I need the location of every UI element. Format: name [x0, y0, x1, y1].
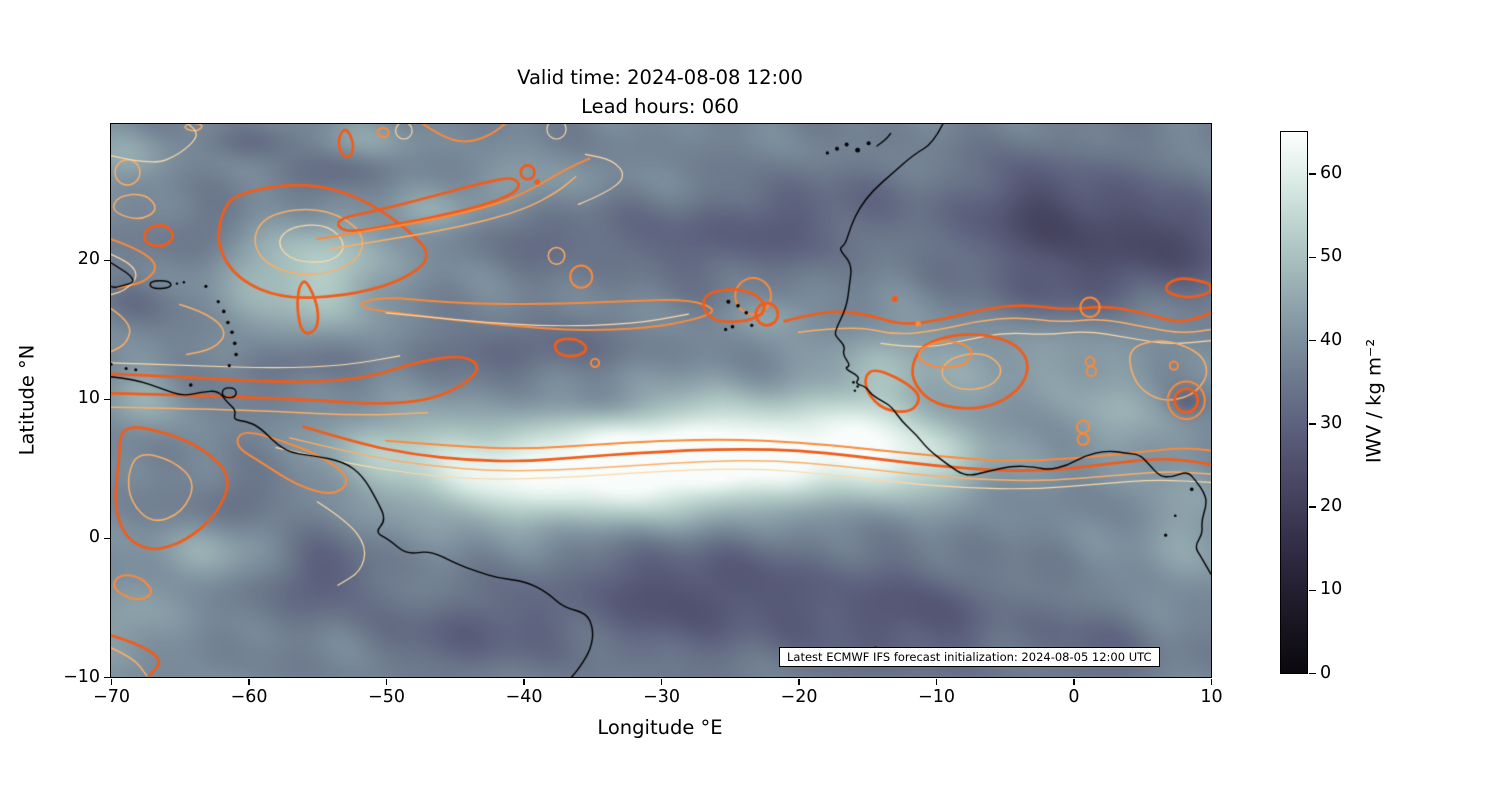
forecast-init-annotation: Latest ECMWF IFS forecast initialization…	[779, 647, 1160, 667]
y-tick-label: 0	[88, 527, 100, 548]
x-tick-label: −20	[780, 687, 818, 707]
y-tick-label: −10	[63, 666, 100, 687]
colorbar-tick	[1309, 506, 1316, 508]
colorbar-tick	[1309, 173, 1316, 175]
colorbar-tick	[1309, 672, 1316, 675]
map-axes: Latest ECMWF IFS forecast initialization…	[110, 123, 1212, 678]
map-canvas	[111, 124, 1211, 677]
colorbar-tick-label: 40	[1320, 329, 1343, 350]
x-tick-label: −40	[505, 687, 543, 707]
x-tick-label: 0	[1068, 687, 1080, 707]
x-tick	[385, 679, 388, 685]
y-tick	[104, 537, 110, 540]
x-tick	[660, 679, 663, 685]
colorbar-tick	[1309, 256, 1316, 259]
y-tick	[104, 676, 110, 679]
plot-subtitle: Lead hours: 060	[581, 95, 739, 118]
x-tick-label: −30	[643, 687, 680, 707]
x-tick	[935, 679, 938, 685]
x-tick-label: −70	[93, 687, 130, 707]
colorbar-label: IWV / kg m⁻²	[1362, 338, 1386, 464]
plot-title: Valid time: 2024-08-08 12:00	[517, 66, 803, 89]
x-tick	[1210, 679, 1213, 685]
colorbar-tick-label: 60	[1320, 163, 1343, 184]
x-tick-label: −60	[230, 687, 268, 707]
x-tick-label: 10	[1200, 687, 1223, 707]
y-tick-label: 10	[77, 388, 100, 409]
colorbar-tick-label: 20	[1320, 496, 1343, 517]
x-tick-label: −50	[368, 687, 405, 707]
colorbar-tick-label: 0	[1320, 662, 1332, 683]
x-tick	[248, 679, 250, 685]
colorbar-tick	[1309, 589, 1316, 592]
colorbar-tick-label: 50	[1320, 246, 1343, 267]
x-tick-label: −10	[918, 687, 955, 707]
x-tick	[1073, 679, 1075, 685]
colorbar-tick-label: 30	[1320, 412, 1343, 433]
colorbar-tick	[1309, 339, 1316, 342]
colorbar-tick	[1309, 423, 1316, 425]
x-tick	[523, 679, 525, 685]
y-tick	[104, 398, 110, 401]
x-axis-label: Longitude °E	[597, 716, 723, 739]
y-tick	[104, 259, 110, 262]
colorbar	[1280, 131, 1308, 674]
y-tick-label: 20	[77, 249, 100, 270]
x-tick	[110, 679, 113, 685]
x-tick	[798, 679, 800, 685]
y-axis-label: Latitude °N	[15, 344, 39, 456]
colorbar-tick-label: 10	[1320, 579, 1343, 600]
